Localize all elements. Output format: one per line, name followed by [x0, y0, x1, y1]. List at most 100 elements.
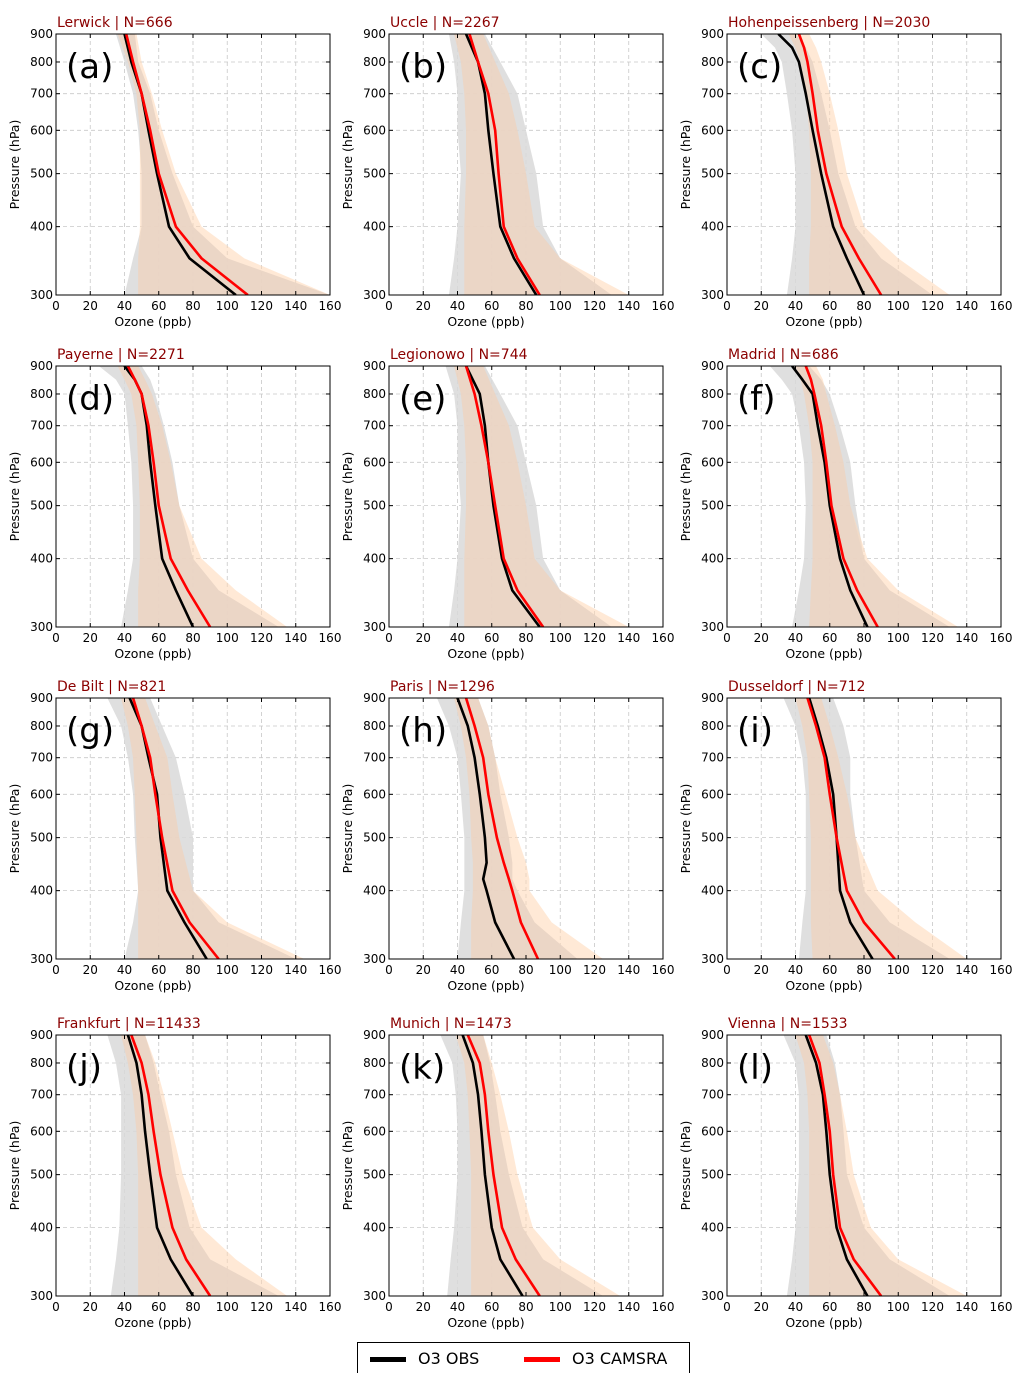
y-axis-label: Pressure (hPa): [7, 120, 22, 210]
band-overlap: [795, 698, 950, 959]
panel-title: Frankfurt | N=11433: [57, 1016, 201, 1032]
x-tick-label: 140: [955, 963, 978, 977]
y-tick-label: 700: [30, 419, 53, 433]
y-tick-label: 900: [701, 1028, 724, 1042]
panel-d: 0 20 40 60 80 100 120 140 160 300 400 500 600 700 800 9…: [7, 347, 341, 661]
line-camsra: [126, 366, 212, 627]
line-obs: [804, 1035, 869, 1296]
x-tick-label: 80: [185, 299, 200, 313]
panel-letter: (a): [66, 47, 113, 87]
y-axis-label: Pressure (hPa): [340, 1121, 355, 1211]
x-tick-label: 0: [723, 1300, 731, 1314]
y-tick-label: 400: [701, 220, 724, 234]
y-tick-label: 300: [30, 620, 53, 634]
x-tick-label: 20: [416, 1300, 431, 1314]
x-tick-label: 60: [151, 299, 166, 313]
x-tick-label: 80: [518, 1300, 533, 1314]
panel-letter: (j): [66, 1048, 102, 1088]
y-tick-label: 600: [363, 123, 386, 137]
x-tick-label: 160: [652, 963, 675, 977]
x-tick-label: 120: [583, 299, 606, 313]
x-tick-label: 0: [723, 299, 731, 313]
panel-title: Munich | N=1473: [390, 1016, 512, 1032]
x-tick-label: 160: [319, 1300, 342, 1314]
panel-data-area: [440, 1035, 621, 1296]
y-tick-label: 700: [701, 87, 724, 101]
y-tick-label: 300: [363, 952, 386, 966]
x-tick-label: 40: [450, 631, 465, 645]
y-tick-label: 300: [701, 288, 724, 302]
x-tick-label: 80: [185, 963, 200, 977]
y-tick-label: 900: [363, 691, 386, 705]
x-tick-label: 100: [887, 299, 910, 313]
x-tick-label: 120: [583, 631, 606, 645]
x-tick-label: 120: [921, 631, 944, 645]
line-obs: [777, 34, 866, 295]
panel-data-area: [783, 698, 967, 959]
x-tick-label: 100: [216, 299, 239, 313]
x-tick-label: 120: [250, 631, 273, 645]
y-tick-label: 600: [30, 787, 53, 801]
panel-title: Payerne | N=2271: [57, 347, 185, 363]
line-camsra: [468, 34, 541, 295]
x-tick-label: 100: [887, 1300, 910, 1314]
x-tick-label: 20: [754, 299, 769, 313]
y-tick-label: 800: [363, 1056, 386, 1070]
x-tick-label: 80: [856, 1300, 871, 1314]
x-tick-label: 0: [723, 963, 731, 977]
y-tick-label: 300: [363, 288, 386, 302]
x-tick-label: 120: [921, 299, 944, 313]
x-tick-label: 80: [856, 631, 871, 645]
x-tick-label: 80: [518, 631, 533, 645]
x-tick-label: 0: [385, 1300, 393, 1314]
line-camsra: [806, 698, 896, 959]
y-axis-label: Pressure (hPa): [340, 452, 355, 542]
x-tick-label: 140: [284, 1300, 307, 1314]
panel-letter: (c): [737, 47, 782, 87]
line-obs: [791, 366, 869, 627]
y-tick-label: 900: [701, 691, 724, 705]
x-tick-label: 40: [117, 963, 132, 977]
panel-data-area: [761, 34, 950, 295]
line-camsra: [466, 1035, 541, 1296]
x-tick-label: 160: [319, 631, 342, 645]
y-tick-label: 900: [363, 1028, 386, 1042]
line-camsra: [131, 698, 220, 959]
y-tick-label: 600: [701, 787, 724, 801]
panel-title: Madrid | N=686: [728, 347, 839, 363]
x-tick-label: 60: [484, 299, 499, 313]
x-axis-label: Ozone (ppb): [114, 646, 191, 661]
panel-data-area: [448, 34, 629, 295]
x-tick-label: 20: [83, 1300, 98, 1314]
x-tick-label: 100: [887, 963, 910, 977]
y-axis-label: Pressure (hPa): [7, 1121, 22, 1211]
y-tick-label: 300: [30, 952, 53, 966]
x-tick-label: 140: [617, 1300, 640, 1314]
x-tick-label: 20: [754, 1300, 769, 1314]
y-axis-label: Pressure (hPa): [678, 784, 693, 874]
x-tick-label: 40: [117, 299, 132, 313]
x-tick-label: 80: [856, 299, 871, 313]
x-tick-label: 80: [518, 299, 533, 313]
x-tick-label: 140: [617, 963, 640, 977]
panel-data-area: [98, 366, 288, 627]
x-tick-label: 20: [416, 963, 431, 977]
panel-g: 0 20 40 60 80 100 120 140 160 300 400 500 600 700 800 9…: [7, 679, 341, 993]
x-tick-label: 40: [788, 1300, 803, 1314]
x-tick-label: 40: [117, 1300, 132, 1314]
panel-title: Hohenpeissenberg | N=2030: [728, 15, 930, 31]
y-tick-label: 600: [30, 123, 53, 137]
x-tick-label: 40: [117, 631, 132, 645]
line-obs: [807, 698, 874, 959]
y-tick-label: 700: [363, 1088, 386, 1102]
panel-letter: (i): [737, 711, 773, 751]
y-tick-label: 600: [363, 455, 386, 469]
x-tick-label: 0: [385, 631, 393, 645]
x-tick-label: 60: [151, 631, 166, 645]
x-tick-label: 100: [216, 1300, 239, 1314]
y-axis-label: Pressure (hPa): [7, 784, 22, 874]
panel-title: Paris | N=1296: [390, 679, 495, 695]
panel-l: 0 20 40 60 80 100 120 140 160 300 400 500 600 700 800 9…: [678, 1016, 1012, 1330]
x-tick-label: 80: [518, 963, 533, 977]
